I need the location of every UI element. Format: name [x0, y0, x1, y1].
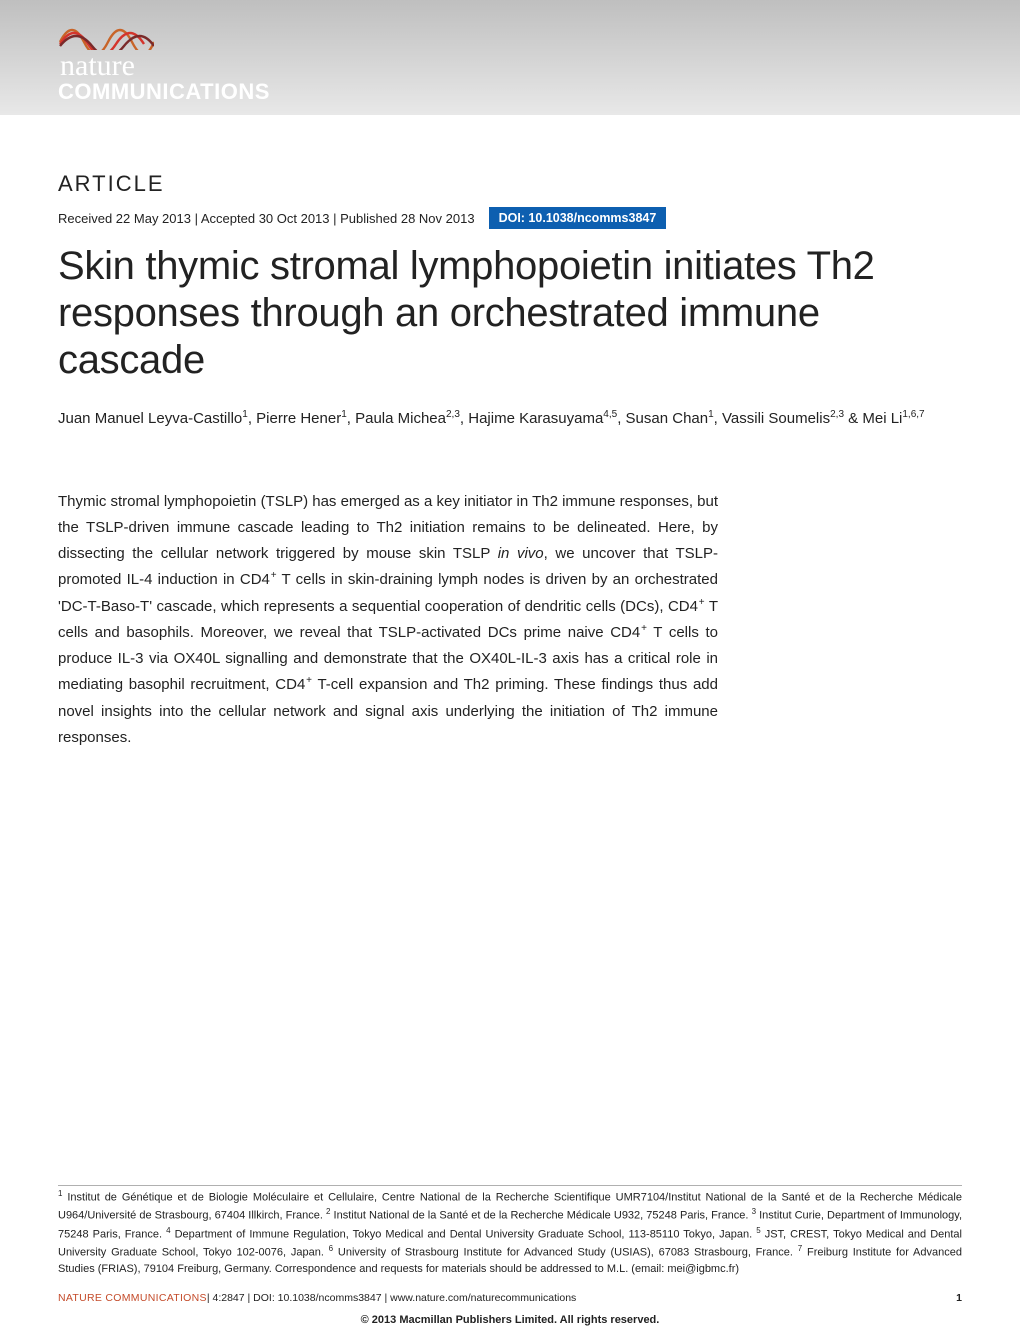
logo-text-communications: COMMUNICATIONS	[58, 79, 318, 105]
article-type-label: ARTICLE	[58, 171, 962, 197]
doi-badge[interactable]: DOI: 10.1038/ncomms3847	[489, 207, 667, 229]
footer-citation: NATURE COMMUNICATIONS | 4:2847 | DOI: 10…	[58, 1292, 962, 1304]
article-body: ARTICLE Received 22 May 2013 | Accepted …	[0, 115, 1020, 751]
article-meta-row: Received 22 May 2013 | Accepted 30 Oct 2…	[58, 207, 962, 229]
accepted-date: Accepted 30 Oct 2013	[201, 211, 330, 226]
footer-citation-rest: | 4:2847 | DOI: 10.1038/ncomms3847 | www…	[207, 1292, 576, 1304]
published-date: Published 28 Nov 2013	[340, 211, 474, 226]
article-title: Skin thymic stromal lymphopoietin initia…	[58, 243, 962, 385]
author-list: Juan Manuel Leyva-Castillo1, Pierre Hene…	[58, 407, 962, 431]
logo-text-nature: nature	[60, 49, 318, 83]
footer-journal-name: NATURE COMMUNICATIONS	[58, 1292, 207, 1304]
journal-banner: nature COMMUNICATIONS	[0, 0, 1020, 115]
received-date: Received 22 May 2013	[58, 211, 191, 226]
affiliations: 1 Institut de Génétique et de Biologie M…	[58, 1188, 962, 1278]
page-number: 1	[956, 1292, 962, 1304]
copyright-line: © 2013 Macmillan Publishers Limited. All…	[0, 1314, 1020, 1326]
affiliations-rule	[58, 1185, 962, 1186]
article-dates: Received 22 May 2013 | Accepted 30 Oct 2…	[58, 211, 475, 226]
abstract: Thymic stromal lymphopoietin (TSLP) has …	[58, 489, 718, 752]
logo-waves-icon	[58, 12, 154, 50]
journal-logo: nature COMMUNICATIONS	[58, 12, 318, 107]
